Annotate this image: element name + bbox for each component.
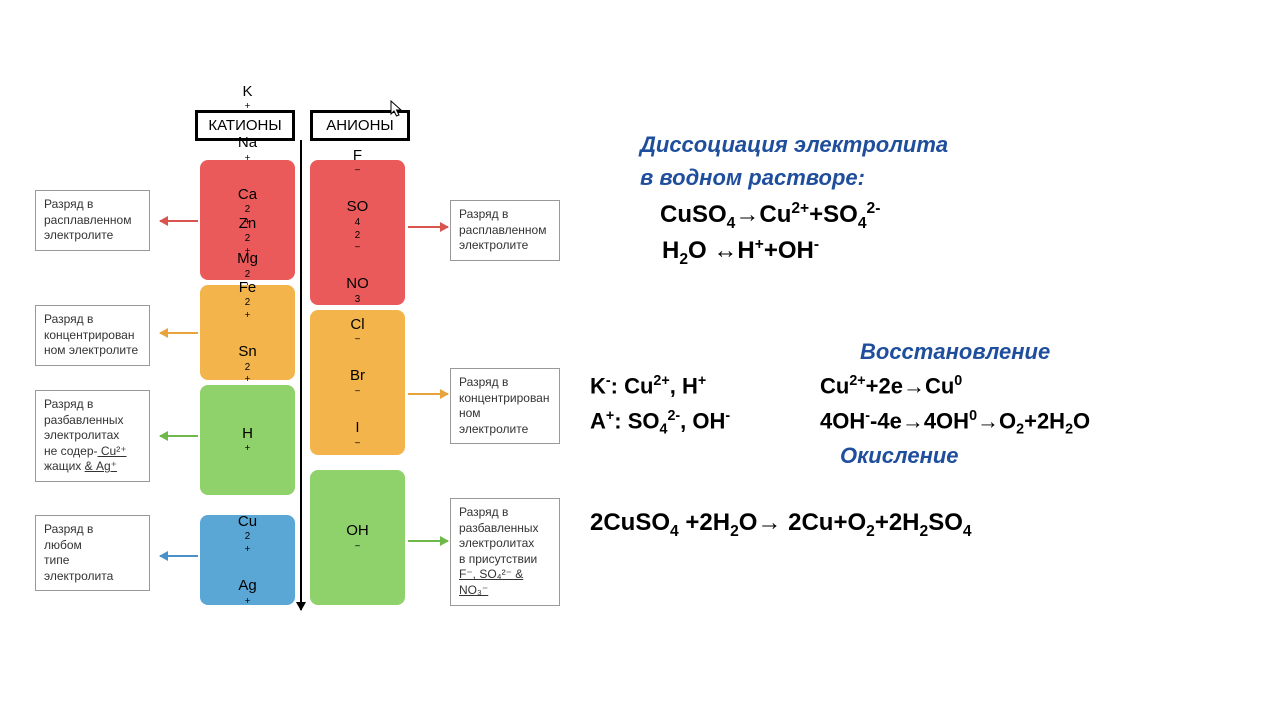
anion-block-a2: Cl−Br−I− — [310, 310, 405, 455]
center-divider — [300, 140, 302, 610]
dissociation-eq1: CuSO4→Cu2++SO42- — [660, 200, 1250, 233]
electrolysis-diagram: КАТИОНЫ АНИОНЫ K+Na+Ca2+Mg2+Al3+Zn2+Fe2+… — [20, 100, 580, 620]
equations-panel: Диссоциация электролита в водном раствор… — [590, 130, 1250, 541]
title-line-1: Диссоциация электролита — [640, 130, 1250, 161]
right-label-r3: Разряд вразбавленныхэлектролитахв присут… — [450, 498, 560, 606]
anion-block-a3: OH− — [310, 470, 405, 605]
cathode-ions: K-: Cu2+, H+ — [590, 373, 820, 399]
left-label-l2: Разряд вконцентрированном электролите — [35, 305, 150, 366]
cation-block-c3: H+ — [200, 385, 295, 495]
arrow-r1 — [408, 226, 448, 228]
cation-block-c2: Zn2+Fe2+Sn2+Pb2+ — [200, 285, 295, 380]
left-label-l1: Разряд врасплавленномэлектролите — [35, 190, 150, 251]
dissociation-eq2: H2O ↔H++OH- — [662, 236, 1250, 269]
arrow-l4 — [160, 555, 198, 557]
arrow-l2 — [160, 332, 198, 334]
arrow-r2 — [408, 393, 448, 395]
cathode-reaction: Cu2++2e→Cu0 — [820, 373, 962, 399]
cation-block-c4: Cu2+Ag+ — [200, 515, 295, 605]
anode-ions: A+: SO42-, OH- — [590, 408, 820, 438]
mouse-cursor-icon — [390, 100, 404, 118]
left-label-l4: Разряд влюбомтипеэлектролита — [35, 515, 150, 591]
arrow-r3 — [408, 540, 448, 542]
anode-reaction: 4OH--4e→4OH0→O2+2H2O — [820, 408, 1090, 438]
overall-equation: 2CuSO4 +2H2O→ 2Cu+O2+2H2SO4 — [590, 509, 1250, 541]
right-label-r2: Разряд вконцентрированном электролите — [450, 368, 560, 444]
arrow-l1 — [160, 220, 198, 222]
title-line-2: в водном растворе: — [640, 163, 1250, 194]
right-label-r1: Разряд врасплавленномэлектролите — [450, 200, 560, 261]
left-label-l3: Разряд вразбавленныхэлектролитахне содер… — [35, 390, 150, 482]
arrow-l3 — [160, 435, 198, 437]
reduction-label: Восстановление — [860, 339, 1050, 365]
anion-block-a1: F−SO42−NO3− — [310, 160, 405, 305]
oxidation-label: Окисление — [840, 443, 959, 469]
